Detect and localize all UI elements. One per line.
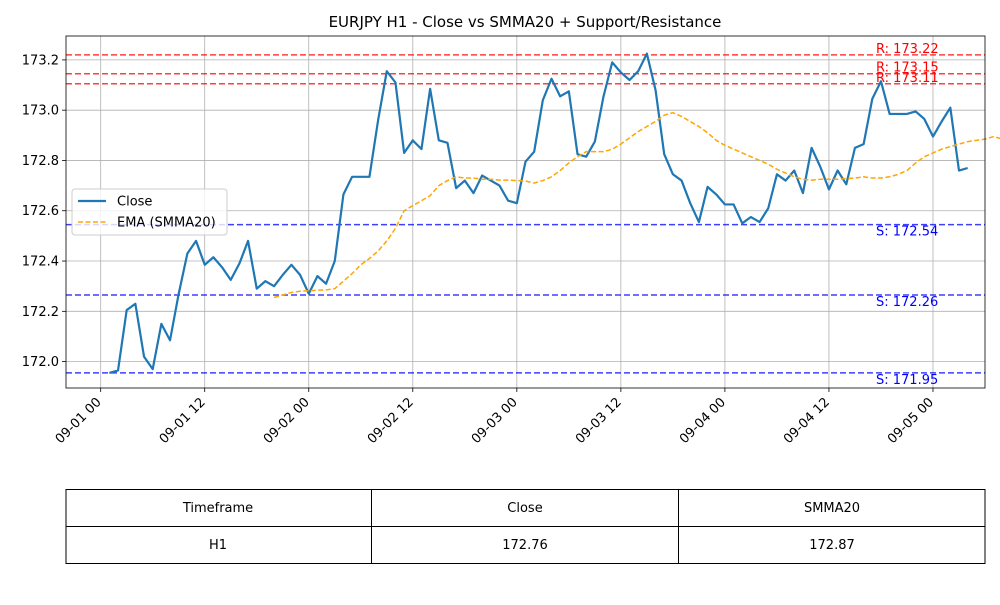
close-series-line: [109, 52, 968, 374]
y-tick-label: 173.2: [22, 53, 59, 68]
y-tick-label: 172.2: [22, 305, 59, 320]
table-cell: 172.87: [809, 538, 855, 553]
legend-label: Close: [117, 195, 152, 210]
support-label: S: 172.26: [876, 295, 938, 310]
plot-area: 09-01 00 09-01 12 09-02 00 09-02 12 09-03 00…: [22, 35, 1000, 447]
legend-label: EMA (SMMA20): [117, 216, 216, 231]
table-cell: 172.76: [502, 538, 548, 553]
smma-series-line: [273, 111, 1000, 299]
resistance-label: R: 173.11: [876, 71, 939, 86]
axes-frame: [65, 35, 986, 389]
support-label: S: 171.95: [876, 373, 938, 388]
table-header-cell: Close: [507, 501, 542, 516]
data-table: Timeframe Close SMMA20 H1 172.76 172.87: [65, 489, 986, 564]
legend-box: [71, 188, 228, 236]
support-label: S: 172.54: [876, 225, 938, 240]
y-tick-label: 172.0: [22, 355, 59, 370]
table-header-cell: Timeframe: [182, 501, 253, 516]
table-header-cell: SMMA20: [804, 501, 860, 516]
y-tick-label: 173.0: [22, 104, 59, 119]
y-tick-label: 172.4: [22, 255, 59, 270]
resistance-label: R: 173.22: [876, 42, 939, 57]
chart-title: EURJPY H1 - Close vs SMMA20 + Support/Re…: [329, 13, 722, 31]
y-tick-label: 172.6: [22, 204, 59, 219]
resistance-label: R: 173.15: [876, 61, 939, 76]
y-tick-label: 172.8: [22, 154, 59, 169]
table-cell: H1: [209, 538, 227, 553]
